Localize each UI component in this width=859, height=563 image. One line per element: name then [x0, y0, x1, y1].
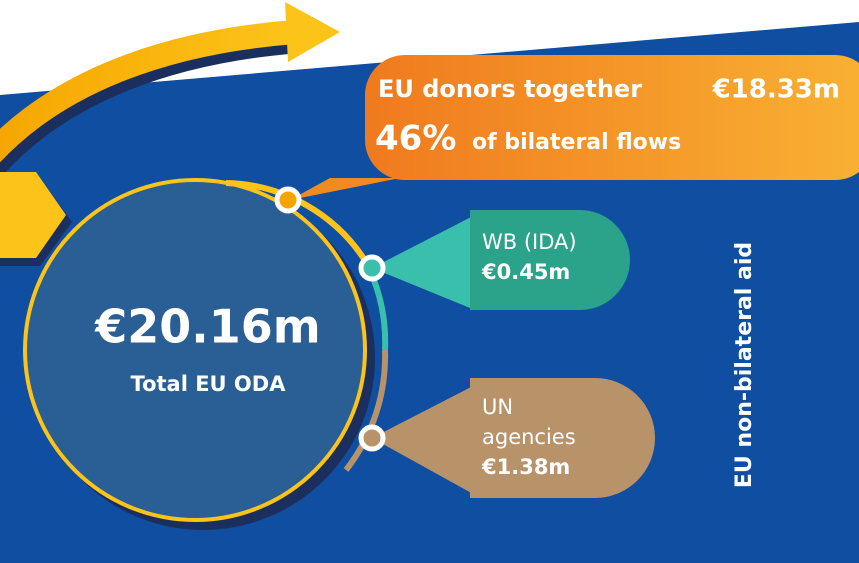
un-label-1: UN — [482, 395, 513, 419]
un-label-2: agencies — [482, 425, 576, 449]
side-label: EU non-bilateral aid — [732, 242, 757, 488]
wb-label: WB (IDA) — [482, 230, 577, 254]
eu-callout — [365, 55, 859, 180]
left-arrow — [0, 172, 66, 258]
wb-marker — [358, 254, 386, 282]
eu-share: 46% — [375, 119, 456, 159]
arc-eu — [225, 180, 369, 264]
eu-label: EU donors together — [378, 75, 642, 103]
un-callout — [470, 378, 655, 498]
eu-share-label: of bilateral flows — [472, 130, 681, 155]
wb-callout — [470, 210, 630, 310]
eu-marker — [274, 186, 302, 214]
un-value: €1.38m — [481, 455, 570, 479]
wb-pointer — [372, 215, 475, 310]
total-label: Total EU ODA — [131, 372, 287, 396]
total-value: €20.16m — [94, 300, 320, 354]
un-pointer — [372, 385, 475, 495]
eu-value: €18.33m — [712, 75, 840, 105]
curved-arrow — [0, 20, 296, 163]
total-circle — [23, 178, 367, 522]
wb-value: €0.45m — [481, 260, 570, 284]
eu-pointer — [290, 178, 400, 200]
arrow-head — [285, 2, 340, 62]
arc-un — [343, 349, 389, 472]
un-marker — [358, 424, 386, 452]
